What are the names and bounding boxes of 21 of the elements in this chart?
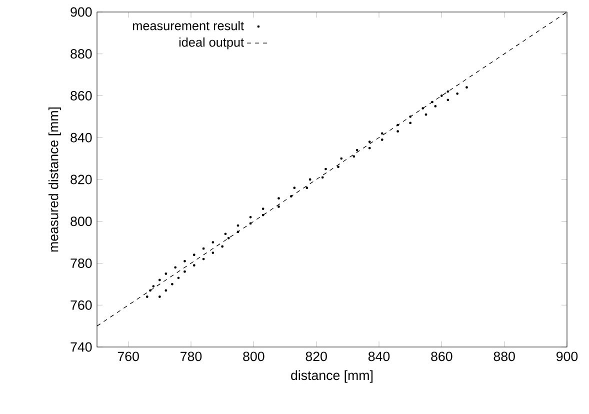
x-tick-label: 800 (243, 352, 264, 362)
x-tick-label: 760 (118, 352, 139, 362)
y-tick-label: 780 (70, 258, 92, 268)
y-tick-label: 820 (70, 174, 92, 184)
legend-label: measurement result (132, 20, 244, 30)
x-tick-label: 860 (431, 352, 452, 362)
y-tick-label: 900 (70, 7, 92, 17)
y-tick-label: 800 (70, 216, 92, 226)
y-tick-label: 740 (70, 342, 92, 352)
x-tick-label: 880 (494, 352, 515, 362)
x-tick-label: 900 (556, 352, 578, 362)
x-tick-label: 820 (306, 352, 327, 362)
legend-label: ideal output (179, 37, 244, 50)
y-tick-label: 880 (70, 49, 92, 59)
y-tick-label: 760 (70, 300, 92, 310)
y-axis-title: measured distance [mm] (48, 107, 61, 252)
x-axis-title: distance [mm] (291, 370, 373, 383)
x-tick-label: 780 (180, 352, 202, 362)
y-tick-label: 860 (70, 91, 92, 100)
x-tick-label: 840 (368, 352, 390, 362)
y-tick-label: 840 (70, 132, 92, 142)
